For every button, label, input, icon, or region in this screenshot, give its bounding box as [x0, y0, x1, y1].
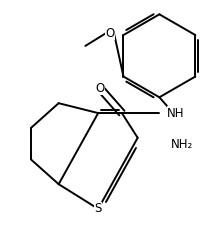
Text: O: O [106, 27, 115, 40]
Text: NH: NH [167, 107, 185, 119]
Text: S: S [95, 202, 102, 215]
Text: O: O [95, 82, 105, 95]
Text: NH₂: NH₂ [171, 138, 194, 151]
